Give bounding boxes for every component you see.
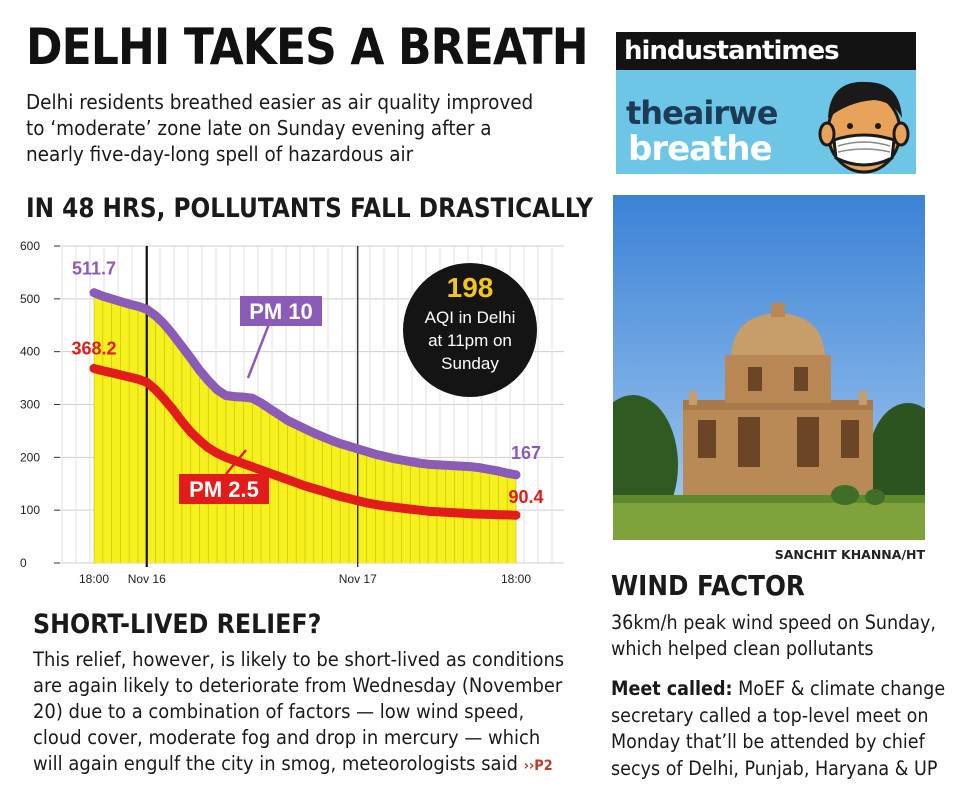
aqi-caption-line1: AQI in Delhi [425,308,516,327]
relief-line: will again engulf the city in smog, mete… [33,751,567,779]
y-tick-label: 400 [20,345,40,359]
x-tick-label: 18:00 [501,572,531,586]
meet-line: secys of Delhi, Punjab, Haryana & UP [611,756,938,780]
brand-masthead: hindustantimes [616,32,916,70]
meet-block: Meet called: MoEF & climate change secre… [611,676,945,782]
series-line-pm25 [89,364,521,520]
brand-tagline-line1: theairwe [626,94,778,132]
aqi-caption-line2: at 11pm on [428,331,512,350]
y-tick-label: 500 [20,292,40,306]
deck-line: to ‘moderate’ zone late on Sunday evenin… [26,116,492,140]
meet-line: Meet called: MoEF & climate change [611,676,945,703]
x-tick-label: 18:00 [79,572,109,586]
wind-body: 36km/h peak wind speed on Sunday, which … [611,610,936,662]
relief-line: 20) due to a combination of factors — lo… [33,700,525,723]
relief-body: This relief, however, is likely to be sh… [33,647,567,779]
relief-line-text: will again engulf the city in smog, mete… [33,752,518,775]
pm10-end-label: 167 [511,443,541,463]
relief-line: This relief, however, is likely to be sh… [33,648,565,671]
photo-credit: SANCHIT KHANNA/HT [774,547,925,562]
deck-line: Delhi residents breathed easier as air q… [26,90,534,114]
wind-heading: WIND FACTOR [611,569,805,602]
relief-heading: SHORT-LIVED RELIEF? [33,609,322,640]
x-axis-ticks: 18:00 Nov 16 Nov 17 18:00 [79,572,531,586]
meet-line: Monday that’ll be attended by chief [611,730,925,753]
y-tick-label: 100 [20,503,40,517]
page-jump-link[interactable]: ››P2 [523,758,553,774]
pm10-legend-tag: PM 10 [240,296,322,379]
brand-tagline-line2: breathe [628,129,773,169]
y-tick-label: 200 [20,450,40,464]
wind-line: 36km/h peak wind speed on Sunday, [611,611,936,634]
aqi-value: 198 [447,272,494,303]
deck-line: nearly five-day-long spell of hazardous … [26,142,414,166]
aqi-caption-line3: Sunday [441,354,499,373]
meet-first-line: MoEF & climate change [732,677,946,700]
meet-line: secretary called a top-level meet on [611,703,929,727]
deck: Delhi residents breathed easier as air q… [26,89,560,167]
y-tick-label: 600 [20,239,40,253]
x-tick-label: Nov 17 [339,572,377,586]
pm25-series-name: PM 2.5 [189,477,259,502]
relief-line: cloud cover, moderate fog and drop in me… [33,726,541,749]
aqi-callout: 198 AQI in Delhi at 11pm on Sunday [403,263,537,397]
pm25-start-label: 368.2 [71,338,116,358]
pm10-start-label: 511.7 [72,259,116,279]
chart-title: IN 48 HRS, POLLUTANTS FALL DRASTICALLY [26,193,593,224]
the-air-we-breathe-logo: hindustantimes theairwe breathe [616,32,916,174]
pm10-series-name: PM 10 [249,299,313,324]
pm25-legend-tag: PM 2.5 [179,449,269,504]
pm25-end-label: 90.4 [508,487,543,507]
x-tick-label: Nov 16 [128,572,166,586]
meet-label: Meet called: [611,677,733,700]
series-line-pm10 [89,288,521,480]
y-tick-label: 0 [20,556,27,570]
relief-line: are again likely to deteriorate from Wed… [33,674,563,697]
headline: DELHI TAKES A BREATH [26,18,589,76]
wind-line: which helped clean pollutants [611,637,874,660]
masked-face-icon [818,81,910,174]
y-axis-ticks: 600 500 400 300 200 100 0 [20,239,60,570]
lodhi-garden-tomb-photo [613,195,925,540]
y-tick-label: 300 [20,398,40,412]
